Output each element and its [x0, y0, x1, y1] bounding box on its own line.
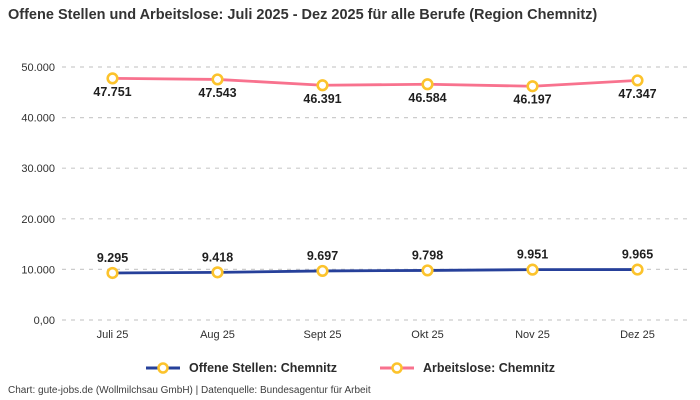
legend-label-offene-stellen: Offene Stellen: Chemnitz [189, 361, 337, 375]
x-axis-tick-label: Juli 25 [97, 329, 129, 341]
line-marker-icon [379, 362, 414, 374]
y-axis-tick-label: 20.000 [21, 214, 55, 226]
data-point-marker-arbeitslose[interactable] [106, 72, 119, 85]
data-point-marker-offene-stellen[interactable] [316, 264, 329, 278]
chart-canvas: 0,00 10.000 20.000 30.000 40.000 50.000 Juli 2… [21, 62, 692, 341]
chart-legend: Offene Stellen: Chemnitz Arbeitslose: Ch… [0, 361, 700, 375]
data-point-label-offene-stellen: 9.798 [412, 248, 443, 262]
x-axis-tick-label: Nov 25 [515, 329, 550, 341]
x-axis-tick-label: Okt 25 [411, 329, 443, 341]
legend-item-offene-stellen[interactable]: Offene Stellen: Chemnitz [145, 361, 337, 375]
y-axis-tick-label: 50.000 [21, 62, 55, 74]
data-point-marker-offene-stellen[interactable] [631, 263, 644, 276]
chart-title: Offene Stellen und Arbeitslose: Juli 202… [8, 7, 598, 23]
data-point-label-offene-stellen: 9.697 [307, 249, 338, 263]
data-point-label-arbeitslose: 47.347 [618, 87, 656, 101]
series-line-arbeitslose [111, 76, 639, 88]
data-point-marker-arbeitslose[interactable] [211, 73, 224, 86]
x-axis-tick-label: Sept 25 [304, 329, 342, 341]
legend-label-arbeitslose: Arbeitslose: Chemnitz [422, 361, 555, 375]
y-axis-tick-label: 10.000 [21, 264, 55, 276]
data-point-label-arbeitslose: 47.543 [198, 86, 236, 100]
data-point-label-arbeitslose: 46.197 [513, 93, 551, 107]
line-marker-icon [146, 362, 181, 374]
chart-attribution: Chart: gute-jobs.de (Wollmilchsau GmbH) … [8, 385, 371, 396]
y-axis-tick-label: 0,00 [34, 315, 55, 327]
data-point-marker-offene-stellen[interactable] [211, 266, 224, 279]
data-point-label-offene-stellen: 9.965 [622, 248, 653, 262]
data-point-label-offene-stellen: 9.951 [517, 248, 548, 262]
data-point-label-arbeitslose: 46.584 [408, 91, 446, 105]
data-point-marker-arbeitslose[interactable] [316, 79, 329, 92]
data-point-label-offene-stellen: 9.295 [97, 251, 128, 265]
series-line-offene-stellen [111, 268, 639, 275]
data-point-marker-offene-stellen[interactable] [526, 263, 539, 276]
data-point-label-arbeitslose: 46.391 [303, 92, 341, 106]
x-axis-tick-label: Aug 25 [200, 329, 235, 341]
data-point-marker-offene-stellen[interactable] [106, 266, 119, 280]
x-axis-tick-label: Dez 25 [620, 329, 655, 341]
y-axis-tick-label: 40.000 [21, 113, 55, 125]
y-axis-tick-label: 30.000 [21, 163, 55, 175]
data-point-marker-arbeitslose[interactable] [631, 74, 644, 87]
data-point-label-offene-stellen: 9.418 [202, 250, 233, 264]
data-point-marker-arbeitslose[interactable] [526, 80, 539, 93]
data-point-marker-offene-stellen[interactable] [421, 264, 434, 277]
legend-item-arbeitslose[interactable]: Arbeitslose: Chemnitz [379, 361, 555, 375]
data-point-label-arbeitslose: 47.751 [93, 85, 131, 99]
data-point-marker-arbeitslose[interactable] [421, 78, 434, 91]
